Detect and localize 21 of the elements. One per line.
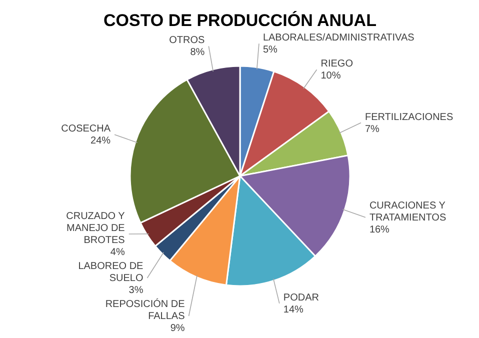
slice-label: LABORALES/ADMINISTRATIVAS [262, 32, 415, 44]
slice-label: PODAR [283, 292, 319, 304]
slice-label: CURACIONES Y TRATAMIENTOS [369, 200, 446, 224]
data-label: 5% [262, 44, 278, 56]
slice-label: COSECHA [61, 124, 111, 135]
data-label: 8% [190, 47, 205, 58]
slice-label: FERTILIZACIONES [364, 112, 454, 123]
data-label: 14% [283, 304, 304, 316]
data-label: 16% [369, 224, 390, 236]
slice-label: OTROS [169, 35, 205, 46]
chart-title: COSTO DE PRODUCCIÓN ANUAL [104, 10, 376, 30]
data-label: 10% [320, 70, 341, 82]
data-label: 3% [128, 285, 144, 296]
slice-label: RIEGO [320, 58, 354, 70]
slice-label: REPOSICIÓN DE FALLAS [105, 298, 186, 322]
data-label: 4% [110, 247, 125, 258]
data-label: 24% [90, 136, 111, 147]
data-label: 7% [364, 124, 380, 135]
slice-label: CRUZADO Y MANEJO DE BROTES [66, 211, 126, 246]
data-label: 9% [170, 323, 185, 334]
slice-label: LABOREO DE SUELO [78, 261, 144, 284]
